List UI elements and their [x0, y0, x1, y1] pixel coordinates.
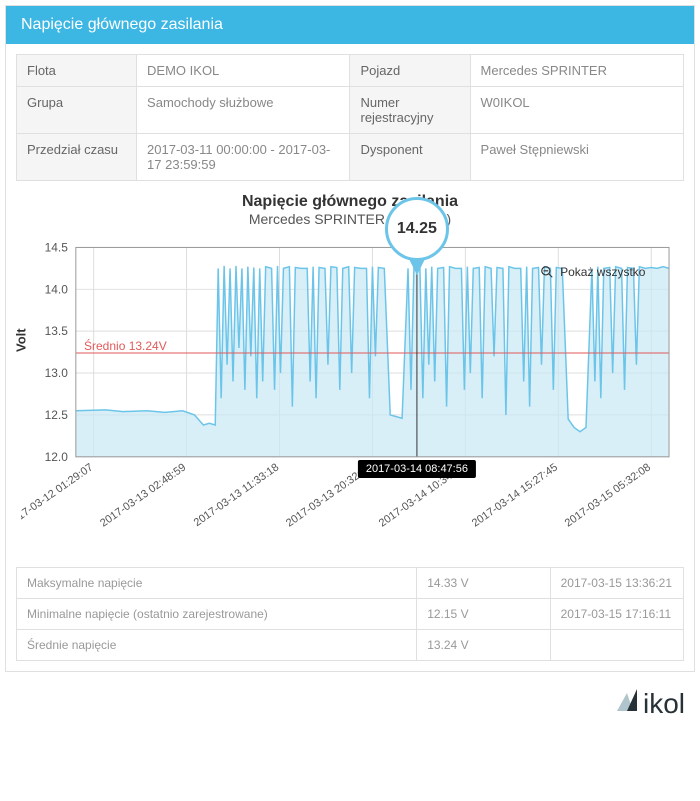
stats-table: Maksymalne napięcie 14.33 V 2017-03-15 1…: [16, 567, 684, 661]
svg-text:2017-03-15 05:32:08: 2017-03-15 05:32:08: [563, 461, 653, 529]
stat-label: Maksymalne napięcie: [17, 568, 417, 599]
svg-text:2017-03-12 01:29:07: 2017-03-12 01:29:07: [21, 461, 95, 529]
svg-text:2017-03-14 15:27:45: 2017-03-14 15:27:45: [470, 461, 560, 529]
panel-body: Flota DEMO IKOL Pojazd Mercedes SPRINTER…: [6, 44, 694, 671]
svg-text:12.0: 12.0: [45, 450, 69, 464]
table-row: Maksymalne napięcie 14.33 V 2017-03-15 1…: [17, 568, 684, 599]
svg-text:14.5: 14.5: [45, 240, 69, 254]
stat-ts: [550, 630, 683, 661]
panel-title: Napięcie głównego zasilania: [21, 16, 223, 33]
stat-value: 13.24 V: [417, 630, 550, 661]
tooltip-tail: [409, 259, 425, 275]
rej-value: W0IKOL: [470, 87, 683, 134]
info-table: Flota DEMO IKOL Pojazd Mercedes SPRINTER…: [16, 54, 684, 181]
panel-header: Napięcie głównego zasilania: [6, 6, 694, 44]
voltage-panel: Napięcie głównego zasilania Flota DEMO I…: [5, 5, 695, 672]
y-axis-label: Volt: [14, 328, 29, 352]
tooltip-value: 14.25: [397, 220, 437, 238]
stat-label: Średnie napięcie: [17, 630, 417, 661]
dysp-value: Paweł Stępniewski: [470, 134, 683, 181]
svg-text:14.0: 14.0: [45, 282, 69, 296]
chart-area[interactable]: 14.5 14.0 13.5 13.0 12.5 12.02017-03-12 01:29…: [21, 227, 679, 557]
svg-text:13.5: 13.5: [45, 324, 69, 338]
chart-subtitle: Mercedes SPRINTER (W0IKOL): [16, 211, 684, 227]
pojazd-value: Mercedes SPRINTER: [470, 55, 683, 87]
flota-value: DEMO IKOL: [137, 55, 350, 87]
chart-title: Napięcie głównego zasilania: [16, 193, 684, 211]
grupa-label: Grupa: [17, 87, 137, 134]
stat-value: 12.15 V: [417, 599, 550, 630]
zoom-out-icon: [540, 265, 554, 279]
svg-text:13.0: 13.0: [45, 366, 69, 380]
svg-text:2017-03-13 11:33:18: 2017-03-13 11:33:18: [192, 461, 282, 529]
table-row: Minimalne napięcie (ostatnio zarejestrow…: [17, 599, 684, 630]
zoom-reset-label: Pokaż wszystko: [560, 265, 645, 279]
stat-ts: 2017-03-15 13:36:21: [550, 568, 683, 599]
chart-title-block: Napięcie głównego zasilania Mercedes SPR…: [16, 193, 684, 227]
rej-label: Numer rejestracyjny: [350, 87, 470, 134]
tooltip-bubble: 14.25: [385, 197, 449, 261]
svg-text:2017-03-13 02:48:59: 2017-03-13 02:48:59: [98, 461, 188, 529]
footer: ikol: [0, 677, 700, 730]
brand-text: ikol: [643, 688, 685, 720]
dysp-label: Dysponent: [350, 134, 470, 181]
zoom-reset[interactable]: Pokaż wszystko: [540, 265, 645, 279]
grupa-value: Samochody służbowe: [137, 87, 350, 134]
avg-label: Średnio 13.24V: [84, 339, 167, 353]
stat-label: Minimalne napięcie (ostatnio zarejestrow…: [17, 599, 417, 630]
logo-wedge-icon: [615, 687, 641, 720]
x-tooltip: 2017-03-14 08:47:56: [358, 460, 476, 478]
svg-text:12.5: 12.5: [45, 408, 69, 422]
flota-label: Flota: [17, 55, 137, 87]
czas-value: 2017-03-11 00:00:00 - 2017-03-17 23:59:5…: [137, 134, 350, 181]
pojazd-label: Pojazd: [350, 55, 470, 87]
stat-value: 14.33 V: [417, 568, 550, 599]
table-row: Średnie napięcie 13.24 V: [17, 630, 684, 661]
brand-logo: ikol: [615, 687, 685, 720]
stat-ts: 2017-03-15 17:16:11: [550, 599, 683, 630]
x-tooltip-text: 2017-03-14 08:47:56: [366, 463, 468, 475]
czas-label: Przedział czasu: [17, 134, 137, 181]
